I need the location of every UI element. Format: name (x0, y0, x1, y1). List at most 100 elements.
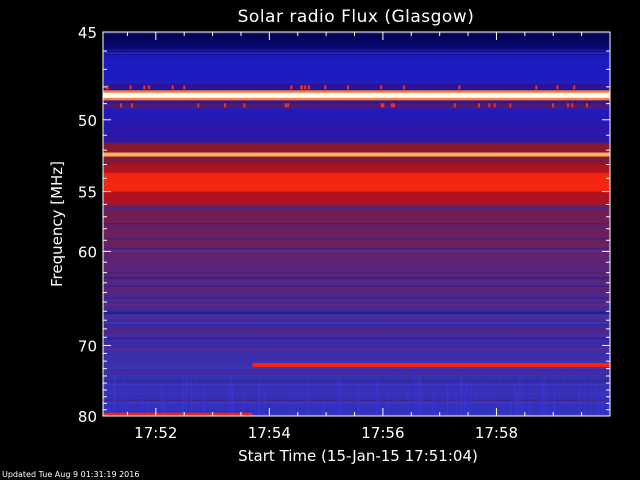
rfi-blip (284, 103, 287, 108)
noise-streak (103, 386, 610, 389)
noise-streak (103, 287, 610, 290)
noise-streak-vertical (413, 372, 415, 416)
noise-streak-vertical (467, 400, 469, 416)
noise-streak (103, 400, 610, 402)
noise-streak-vertical (427, 401, 429, 416)
rfi-blip (106, 85, 109, 90)
noise-streak (103, 398, 610, 401)
noise-streak-vertical (428, 391, 430, 416)
noise-streak-vertical (361, 381, 363, 416)
rfi-blip (380, 85, 383, 90)
noise-streak (103, 344, 610, 346)
rfi-blip (403, 85, 406, 90)
noise-streak-vertical (585, 395, 587, 416)
y-tick-label: 50 (78, 112, 97, 130)
noise-streak-vertical (339, 405, 341, 416)
noise-streak-vertical (529, 396, 531, 416)
rfi-blip (556, 85, 559, 90)
noise-streak-vertical (243, 387, 245, 416)
noise-streak (103, 276, 610, 279)
noise-streak (103, 347, 610, 351)
noise-streak-vertical (607, 387, 609, 416)
noise-streak-vertical (356, 377, 358, 416)
noise-streak (103, 223, 610, 225)
noise-streak (103, 321, 610, 324)
noise-streak (103, 274, 610, 278)
noise-streak-vertical (431, 391, 433, 416)
noise-streak-vertical (161, 384, 163, 416)
noise-streak-vertical (563, 375, 565, 416)
noise-streak-vertical (466, 379, 468, 416)
noise-streak-vertical (523, 404, 525, 416)
noise-streak-vertical (578, 386, 580, 416)
noise-streak-vertical (590, 381, 592, 416)
noise-streak-vertical (181, 404, 183, 416)
rfi-blip (120, 103, 123, 108)
rfi-blip (300, 85, 303, 90)
noise-streak-vertical (375, 379, 377, 416)
noise-streak-vertical (516, 389, 518, 416)
noise-streak-vertical (358, 386, 360, 416)
chart-title: Solar radio Flux (Glasgow) (238, 7, 475, 27)
noise-streak-vertical (259, 376, 261, 416)
noise-streak (103, 311, 610, 315)
noise-streak (103, 310, 610, 313)
noise-streak (103, 257, 610, 259)
noise-streak-vertical (541, 377, 543, 416)
noise-streak (103, 401, 610, 404)
noise-streak-vertical (438, 402, 440, 416)
noise-streak-vertical (345, 388, 347, 416)
noise-streak-vertical (163, 398, 165, 416)
rfi-blip (171, 85, 174, 90)
noise-streak-vertical (231, 375, 233, 416)
noise-streak (103, 342, 610, 345)
noise-streak (103, 324, 610, 326)
y-axis: 45 50 55 60 70 80 (78, 24, 610, 426)
noise-streak (103, 386, 610, 389)
noise-streak-vertical (190, 379, 192, 416)
noise-streak (103, 247, 610, 250)
noise-streak (103, 301, 610, 304)
x-tick-label: 17:54 (248, 424, 291, 442)
noise-streak-vertical (204, 384, 206, 416)
noise-streak-vertical (290, 390, 292, 416)
noise-streak-vertical (540, 399, 542, 416)
noise-streak-vertical (182, 373, 184, 416)
band-line (252, 362, 610, 367)
noise-streak-vertical (543, 372, 545, 416)
noise-streak-vertical (518, 377, 520, 416)
noise-streak (103, 345, 610, 347)
noise-streak (103, 227, 610, 229)
noise-streak-vertical (196, 376, 198, 416)
noise-streak-vertical (498, 376, 500, 416)
noise-streak-vertical (307, 389, 309, 416)
noise-streak-vertical (456, 391, 458, 416)
noise-streak-vertical (346, 398, 348, 416)
noise-streak (103, 304, 610, 307)
noise-streak-vertical (485, 378, 487, 416)
noise-streak (103, 314, 610, 316)
rfi-blip (573, 85, 576, 90)
rfi-blip (143, 85, 146, 90)
noise-streak-vertical (202, 405, 204, 416)
noise-streak (103, 377, 610, 380)
noise-streak-vertical (263, 395, 265, 416)
noise-texture (103, 32, 610, 416)
noise-streak (103, 372, 610, 375)
noise-streak-vertical (392, 400, 394, 416)
updated-timestamp: Updated Tue Aug 9 01:31:19 2016 (2, 470, 139, 479)
rfi-blip (477, 103, 480, 108)
noise-streak (103, 249, 610, 252)
rfi-blip (458, 85, 461, 90)
noise-streak (103, 32, 610, 35)
noise-streak (103, 52, 610, 55)
x-tick-label: 17:52 (134, 424, 177, 442)
noise-streak-vertical (422, 386, 424, 416)
rfi-blip (382, 103, 385, 108)
rfi-blip (243, 103, 246, 108)
y-tick-label: 45 (78, 24, 97, 42)
noise-streak-vertical (542, 378, 544, 416)
noise-streak (103, 207, 610, 210)
noise-streak-vertical (542, 382, 544, 416)
noise-streak (103, 383, 610, 386)
